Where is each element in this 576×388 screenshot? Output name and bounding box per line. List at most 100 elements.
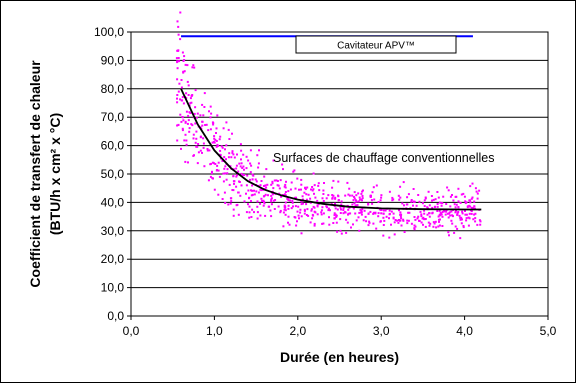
- scatter-point: [349, 212, 352, 215]
- scatter-point: [284, 213, 287, 216]
- scatter-point: [408, 211, 411, 214]
- scatter-point: [431, 206, 434, 209]
- scatter-point: [177, 25, 180, 28]
- scatter-point: [388, 209, 391, 212]
- scatter-point: [195, 130, 198, 133]
- scatter-point: [407, 219, 410, 222]
- scatter-point: [382, 212, 385, 215]
- scatter-point: [270, 203, 273, 206]
- scatter-point: [296, 177, 299, 180]
- scatter-point: [469, 185, 472, 188]
- scatter-point: [229, 202, 232, 205]
- scatter-point: [351, 203, 354, 206]
- scatter-point: [303, 212, 306, 215]
- x-tick-label: 5,0: [540, 324, 557, 338]
- scatter-point: [320, 211, 323, 214]
- scatter-point: [292, 170, 295, 173]
- scatter-point: [304, 186, 307, 189]
- scatter-point: [176, 60, 179, 63]
- scatter-point: [257, 191, 260, 194]
- scatter-point: [305, 203, 308, 206]
- scatter-point: [311, 186, 314, 188]
- scatter-point: [436, 205, 439, 208]
- scatter-point: [263, 175, 266, 178]
- scatter-point: [303, 191, 306, 194]
- scatter-point: [400, 224, 403, 227]
- x-tick-label: 0,0: [123, 324, 140, 338]
- scatter-point: [255, 180, 258, 183]
- scatter-point: [373, 198, 376, 201]
- scatter-point: [270, 198, 273, 201]
- scatter-point: [421, 202, 424, 205]
- scatter-point: [245, 155, 248, 158]
- scatter-point: [362, 219, 365, 222]
- scatter-point: [225, 121, 228, 124]
- scatter-point: [407, 193, 410, 196]
- scatter-point: [176, 20, 179, 23]
- x-tick-label: 1,0: [206, 324, 223, 338]
- scatter-point: [282, 211, 285, 214]
- scatter-point: [478, 189, 481, 192]
- scatter-point: [187, 161, 189, 164]
- scatter-point: [225, 144, 228, 147]
- scatter-point: [334, 213, 337, 216]
- scatter-point: [201, 103, 204, 106]
- scatter-point: [445, 203, 448, 205]
- scatter-point: [289, 188, 292, 191]
- scatter-point: [375, 184, 378, 187]
- scatter-point: [228, 152, 231, 155]
- scatter-point: [232, 189, 235, 192]
- scatter-point: [199, 135, 202, 138]
- scatter-point: [180, 99, 183, 102]
- scatter-point: [413, 224, 416, 227]
- axes: 0,0 10,0 20,0 30,0 40,0 50,0 60,0 70,0 80,0 90,0 1…: [94, 25, 557, 338]
- scatter-point: [406, 222, 409, 225]
- scatter-point: [253, 193, 256, 196]
- scatter-point: [423, 205, 426, 208]
- scatter-point: [473, 200, 476, 203]
- scatter-point: [448, 211, 451, 214]
- scatter-point: [243, 168, 245, 171]
- scatter-point: [187, 119, 190, 122]
- scatter-point: [272, 199, 275, 202]
- scatter-point: [226, 172, 229, 175]
- scatter-point: [462, 225, 465, 227]
- scatter-point: [180, 120, 183, 123]
- scatter-point: [332, 194, 335, 197]
- scatter-point: [339, 206, 342, 209]
- scatter-point: [370, 199, 373, 202]
- scatter-point: [247, 159, 250, 162]
- scatter-point: [287, 221, 289, 224]
- scatter-point: [445, 210, 448, 213]
- scatter-point: [263, 195, 266, 197]
- scatter-point: [331, 186, 334, 189]
- scatter-point: [311, 213, 314, 216]
- scatter-point: [300, 200, 303, 203]
- scatter-point: [293, 169, 296, 172]
- scatter-point: [309, 201, 312, 204]
- scatter-point: [478, 219, 481, 222]
- scatter-point: [418, 220, 421, 222]
- scatter-point: [239, 143, 242, 146]
- scatter-point: [182, 71, 185, 74]
- scatter-point: [183, 139, 186, 142]
- scatter-point: [352, 207, 355, 210]
- scatter-point: [215, 145, 218, 148]
- scatter-point: [363, 209, 366, 212]
- scatter-point: [457, 187, 460, 190]
- scatter-point: [297, 214, 300, 217]
- scatter-point: [397, 221, 400, 224]
- scatter-point: [465, 217, 468, 220]
- scatter-point: [437, 225, 440, 228]
- scatter-point: [362, 189, 364, 192]
- scatter-point: [214, 163, 217, 165]
- scatter-point: [454, 195, 457, 198]
- scatter-point: [233, 156, 236, 159]
- scatter-point: [479, 220, 482, 223]
- scatter-point: [284, 209, 287, 212]
- scatter-point: [333, 217, 336, 220]
- scatter-point: [396, 219, 399, 222]
- scatter-point: [353, 202, 356, 205]
- scatter-point: [176, 78, 179, 81]
- scatter-point: [284, 186, 287, 189]
